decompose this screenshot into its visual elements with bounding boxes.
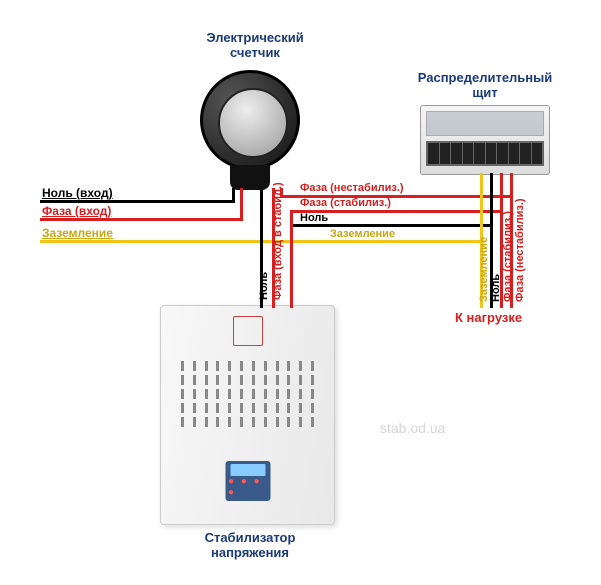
wire-null-to-panel bbox=[488, 224, 493, 227]
watermark: stab.od.ua bbox=[380, 420, 445, 436]
label-phase-in: Фаза (вход) bbox=[42, 204, 111, 218]
vlabel-null-mid: Ноль bbox=[258, 272, 270, 300]
wire-meter-phase-down bbox=[240, 188, 243, 221]
wire-stab-phase-up bbox=[290, 210, 293, 308]
vlabel-phase-in-stab: Фаза (вход в стабил.) bbox=[272, 182, 284, 300]
wire-null-h bbox=[290, 224, 490, 227]
vlabel-phase-stab-r: Фаза (стабилиз.) bbox=[502, 211, 514, 302]
panel-title: Распределительныйщит bbox=[400, 70, 570, 100]
label-null-h: Ноль bbox=[300, 212, 328, 224]
stabilizer-title: Стабилизаторнапряжения bbox=[180, 530, 320, 560]
wire-meter-null-down bbox=[232, 188, 235, 203]
label-ground-h: Заземление bbox=[330, 228, 395, 240]
label-phase-unstab-h: Фаза (нестабилиз.) bbox=[300, 182, 404, 194]
label-phase-stab-h: Фаза (стабилиз.) bbox=[300, 197, 391, 209]
wire-null-in bbox=[40, 200, 235, 203]
electric-meter bbox=[200, 70, 300, 170]
vlabel-phase-unstab-r: Фаза (нестабилиз.) bbox=[514, 198, 526, 302]
label-ground-in: Заземление bbox=[42, 226, 113, 240]
vlabel-null-r: Ноль bbox=[490, 274, 502, 302]
label-null-in: Ноль (вход) bbox=[42, 186, 113, 200]
meter-title: Электрическийсчетчик bbox=[200, 30, 310, 60]
label-load: К нагрузке bbox=[455, 310, 522, 325]
vlabel-ground-r: Заземление bbox=[478, 237, 490, 302]
distribution-panel bbox=[420, 105, 550, 175]
wire-phase-in bbox=[40, 218, 240, 221]
voltage-stabilizer: ● ● ● ● bbox=[160, 305, 335, 525]
